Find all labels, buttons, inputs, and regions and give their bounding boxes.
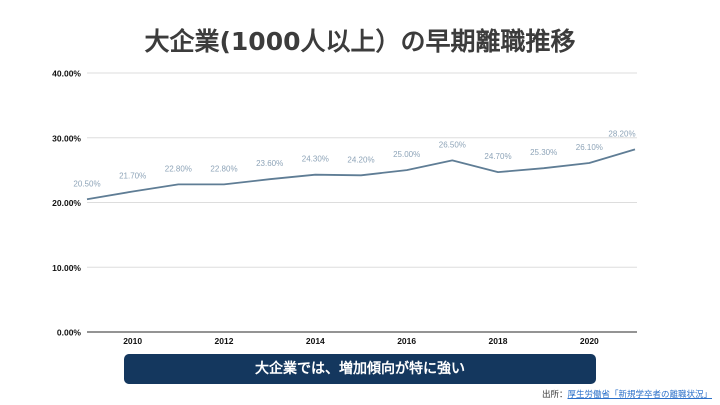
source-prefix: 出所：	[541, 390, 568, 400]
series-line-path	[86, 148, 636, 201]
summary-callout: 大企業では、増加傾向が特に強い	[124, 354, 596, 384]
source-link[interactable]: 厚生労働省「新規学卒者の離職状況」	[567, 390, 712, 400]
y-tick-label: 30.00%	[52, 133, 81, 143]
data-label: 22.80%	[210, 164, 237, 173]
y-tick-label: 20.00%	[52, 198, 81, 208]
source-note: 出所：厚生労働省「新規学卒者の離職状況」	[542, 388, 712, 400]
data-label: 25.30%	[530, 148, 557, 157]
data-label: 28.20%	[608, 129, 635, 138]
data-label: 24.20%	[347, 155, 374, 164]
y-tick-label: 10.00%	[52, 263, 81, 273]
data-label: 20.50%	[73, 179, 100, 188]
data-label: 24.70%	[484, 152, 511, 161]
x-axis-tick-labels: 2010 2012 2014 2016 2018 2020	[123, 336, 599, 346]
x-tick-label: 2018	[489, 336, 508, 346]
data-label: 25.00%	[393, 150, 420, 159]
x-tick-label: 2012	[215, 336, 234, 346]
data-labels: 20.50% 21.70% 22.80% 22.80% 23.60% 24.30% 24.2…	[73, 129, 635, 188]
data-label: 24.30%	[302, 155, 329, 164]
data-label: 23.60%	[256, 159, 283, 168]
x-tick-label: 2010	[123, 336, 142, 346]
callout-text: 大企業では、増加傾向が特に強い	[255, 361, 465, 377]
data-label: 26.50%	[439, 140, 466, 149]
chart-title: 大企業(1000人以上）の早期離職推移	[144, 27, 576, 56]
y-tick-label: 40.00%	[52, 69, 81, 79]
data-label: 21.70%	[119, 171, 146, 180]
data-label: 26.10%	[576, 143, 603, 152]
gridlines	[87, 72, 637, 333]
y-tick-label: 0.00%	[57, 328, 82, 338]
x-tick-label: 2020	[580, 336, 599, 346]
series-line	[86, 148, 636, 201]
data-label: 22.80%	[165, 164, 192, 173]
y-axis-tick-labels: 0.00% 10.00% 20.00% 30.00% 40.00%	[52, 69, 81, 338]
x-tick-label: 2016	[397, 336, 416, 346]
x-tick-label: 2014	[306, 336, 325, 346]
